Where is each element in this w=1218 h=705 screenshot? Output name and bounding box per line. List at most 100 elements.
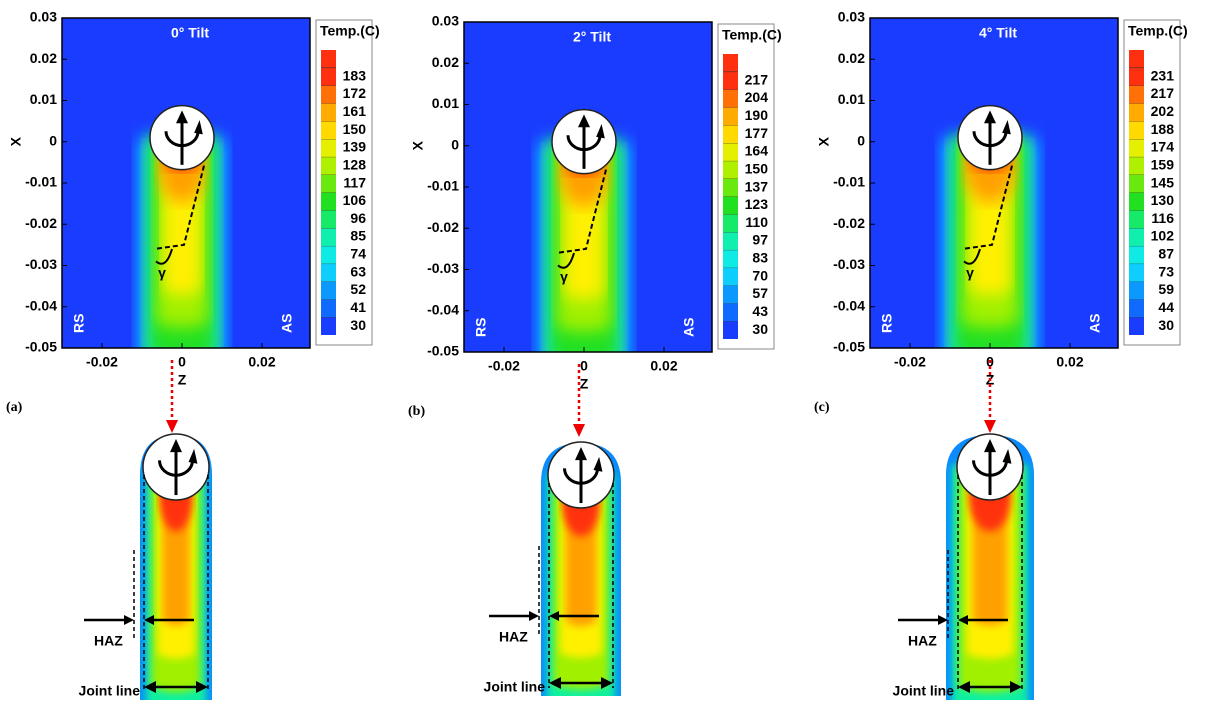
side-label: RS bbox=[473, 318, 489, 337]
colorbar-title: Temp.(C) bbox=[1128, 23, 1188, 39]
colorbar-swatch bbox=[321, 281, 336, 300]
colorbar-swatch bbox=[723, 214, 738, 233]
colorbar-label: 74 bbox=[350, 246, 366, 262]
colorbar-swatch bbox=[723, 107, 738, 126]
colorbar-swatch bbox=[321, 139, 336, 157]
tool-arrow-head bbox=[984, 110, 996, 124]
tool-arrow-head bbox=[176, 110, 188, 124]
tool-rotation bbox=[563, 468, 599, 485]
angle-line bbox=[153, 165, 205, 250]
joint-arrow-head bbox=[958, 681, 970, 693]
haz-label: HAZ bbox=[499, 629, 528, 645]
colorbar-label: 106 bbox=[343, 192, 367, 208]
colorbar-title: Temp.(C) bbox=[320, 23, 380, 39]
y-tick-label: -0.04 bbox=[427, 301, 459, 317]
colorbar-swatch bbox=[1129, 85, 1144, 104]
colorbar-label: 123 bbox=[745, 196, 769, 212]
colorbar-label: 174 bbox=[1151, 139, 1175, 155]
colorbar-label: 130 bbox=[1151, 192, 1175, 208]
pointer-arrow-head bbox=[166, 420, 178, 433]
colorbar-label: 110 bbox=[745, 214, 768, 230]
haz-arrow-head bbox=[938, 615, 948, 625]
colorbar-label: 164 bbox=[745, 143, 769, 159]
tool-rotation-head bbox=[188, 448, 198, 464]
pointer-arrow-head bbox=[573, 424, 585, 437]
colorbar-label: 102 bbox=[1151, 228, 1175, 244]
panel-label: (c) bbox=[814, 400, 830, 415]
y-tick-label: 0.02 bbox=[30, 50, 57, 66]
panel: γ RS AS 4° Tilt -0.05 -0.04 -0.03 -0.02 -0.01 0 0.… bbox=[814, 9, 1188, 700]
y-tick-label: 0.01 bbox=[838, 91, 865, 107]
joint-arrow-head bbox=[601, 677, 613, 689]
colorbar-swatch bbox=[723, 232, 738, 250]
y-tick-label: -0.04 bbox=[833, 297, 865, 313]
colorbar-swatch bbox=[1129, 192, 1144, 211]
colorbar-label: 85 bbox=[350, 228, 366, 244]
tool-arrow-head bbox=[578, 114, 590, 128]
colorbar-swatch bbox=[723, 285, 738, 304]
y-tick-label: -0.01 bbox=[25, 174, 57, 190]
joint-arrow-head bbox=[1010, 681, 1022, 693]
colorbar-swatch bbox=[723, 321, 738, 339]
plot-title: 2° Tilt bbox=[573, 29, 611, 45]
colorbar-label: 139 bbox=[343, 139, 367, 155]
side-label: AS bbox=[681, 318, 697, 337]
angle-arc bbox=[557, 252, 575, 269]
angle-label: γ bbox=[158, 264, 166, 280]
colorbar-swatch bbox=[1129, 281, 1144, 300]
colorbar-swatch bbox=[723, 196, 738, 215]
y-tick-label: -0.02 bbox=[833, 215, 865, 231]
y-tick-label: 0.02 bbox=[838, 50, 865, 66]
tool-rotation bbox=[972, 460, 1008, 477]
haz-label: HAZ bbox=[94, 633, 123, 649]
colorbar-label: 52 bbox=[350, 281, 366, 297]
colorbar-swatch bbox=[1129, 103, 1144, 122]
colorbar-swatch bbox=[321, 85, 336, 104]
y-tick-label: -0.03 bbox=[25, 256, 57, 272]
y-tick-label: 0 bbox=[451, 136, 459, 152]
colorbar-label: 73 bbox=[1158, 263, 1174, 279]
colorbar-label: 96 bbox=[350, 210, 366, 226]
y-tick-label: 0.02 bbox=[432, 54, 459, 70]
side-label: RS bbox=[879, 314, 895, 333]
colorbar-swatch bbox=[321, 263, 336, 282]
y-tick-label: -0.03 bbox=[833, 256, 865, 272]
y-tick-label: 0 bbox=[49, 132, 57, 148]
side-label: AS bbox=[279, 314, 295, 333]
y-tick-label: -0.01 bbox=[833, 174, 865, 190]
colorbar-swatch bbox=[321, 103, 336, 122]
plot-title: 4° Tilt bbox=[979, 25, 1017, 41]
haz-arrow-head bbox=[958, 615, 968, 625]
colorbar-swatch bbox=[723, 160, 738, 179]
colorbar-swatch bbox=[1129, 228, 1144, 246]
colorbar-swatch bbox=[1129, 263, 1144, 282]
colorbar-swatch bbox=[1129, 121, 1144, 140]
colorbar-label: 150 bbox=[745, 160, 769, 176]
tool-arrow-head bbox=[984, 438, 996, 453]
colorbar-swatch bbox=[723, 143, 738, 161]
colorbar-swatch bbox=[1129, 299, 1144, 318]
tool-rotation bbox=[566, 135, 602, 152]
haz-arrow-head bbox=[529, 611, 539, 621]
colorbar-label: 128 bbox=[343, 156, 367, 172]
colorbar-label: 44 bbox=[1158, 299, 1174, 315]
tool-rotation bbox=[164, 131, 200, 148]
x-tick-label: -0.02 bbox=[86, 354, 118, 370]
x-axis-label: Z bbox=[178, 372, 187, 388]
colorbar-label: 30 bbox=[1158, 317, 1174, 333]
colorbar-label: 97 bbox=[752, 232, 768, 248]
side-label: RS bbox=[71, 314, 87, 333]
colorbar-label: 83 bbox=[752, 250, 768, 266]
y-tick-label: -0.05 bbox=[25, 339, 57, 355]
colorbar-swatch bbox=[1129, 174, 1144, 193]
y-tick-label: -0.01 bbox=[427, 178, 459, 194]
y-tick-label: -0.02 bbox=[427, 219, 459, 235]
x-tick-label: -0.02 bbox=[894, 354, 926, 370]
colorbar-swatch bbox=[1129, 245, 1144, 264]
x-tick-label: 0 bbox=[580, 358, 588, 374]
colorbar-label: 202 bbox=[1151, 103, 1175, 119]
pointer-arrow-head bbox=[984, 420, 996, 433]
colorbar-swatch bbox=[723, 178, 738, 197]
angle-label: γ bbox=[560, 268, 568, 284]
